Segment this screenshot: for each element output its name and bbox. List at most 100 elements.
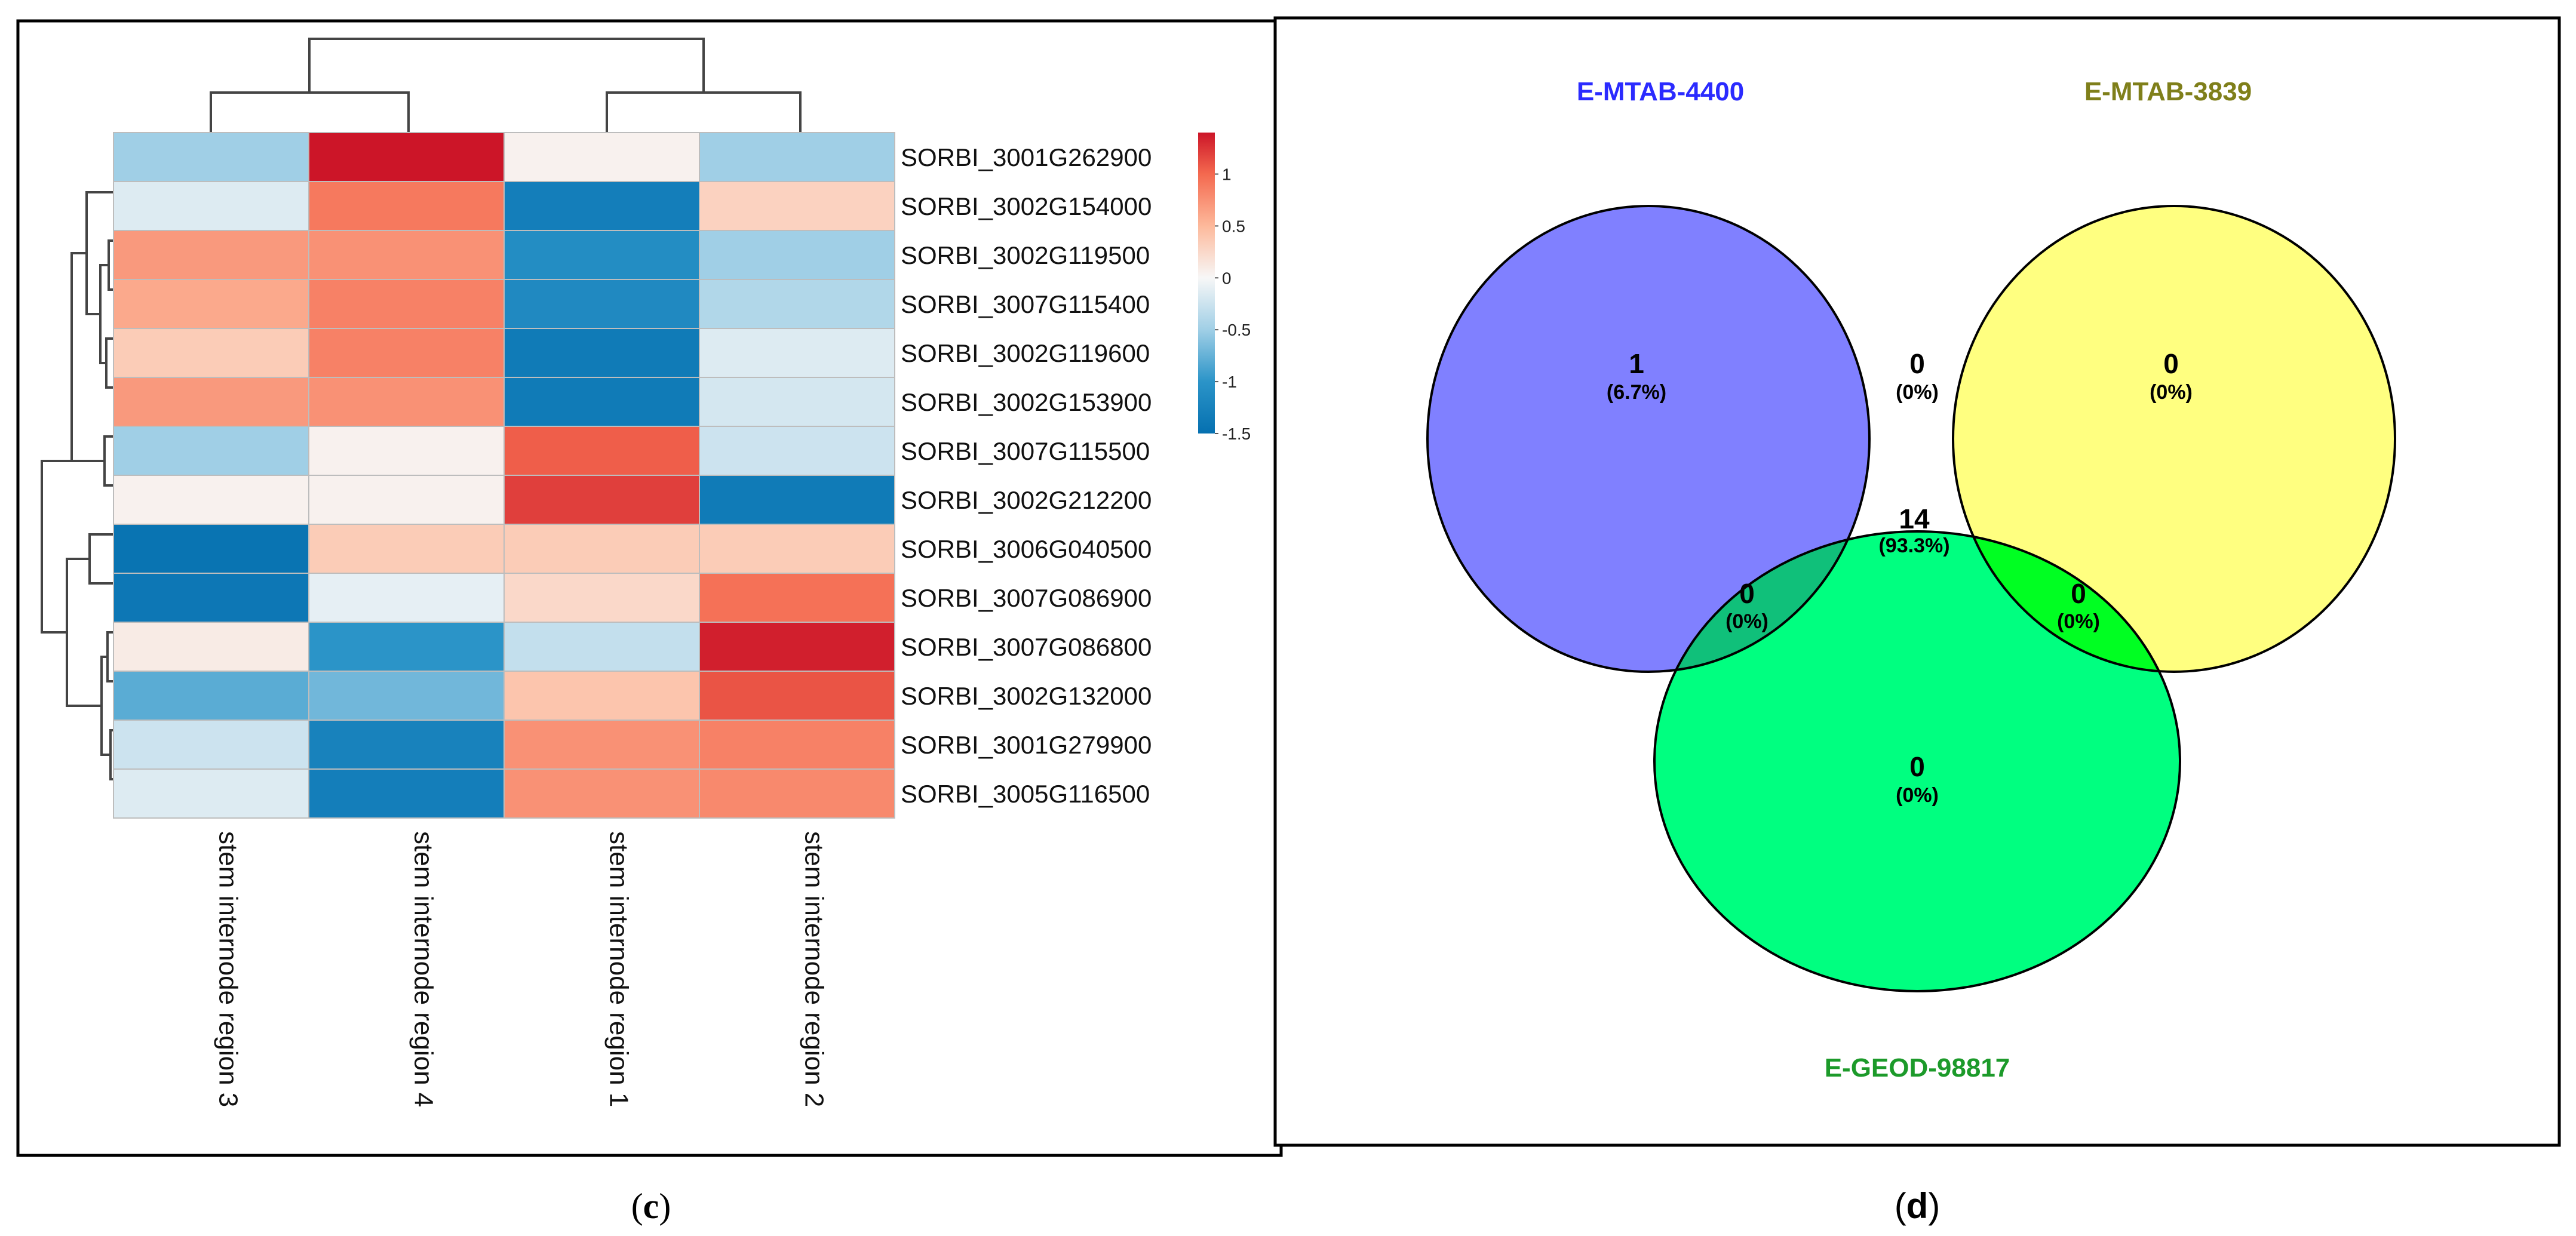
region-pct-a-b: (0%) — [1896, 381, 1939, 404]
venn-circle-e-mtab-3839 — [1953, 206, 2395, 672]
heatmap-cell — [503, 475, 700, 525]
heatmap-cell — [113, 181, 309, 231]
heatmap-row-label: SORBI_3002G154000 — [901, 192, 1152, 220]
venn-outlines — [1426, 205, 2396, 992]
heatmap-cell — [308, 181, 505, 231]
heatmap-row-label: SORBI_3002G132000 — [901, 682, 1152, 710]
heatmap-cell — [308, 622, 505, 672]
panel-c-caption: (c) — [631, 1186, 671, 1226]
column-labels: stem internode region 3 stem internode re… — [214, 831, 829, 1107]
heatmap-cell — [503, 377, 700, 427]
heatmap-cell — [113, 279, 309, 329]
column-dendrogram — [210, 38, 802, 134]
region-count-a-c: 0 — [1739, 578, 1755, 609]
legend-tick-label: 0.5 — [1222, 217, 1245, 235]
heatmap-cell — [503, 524, 700, 574]
row-dendrogram — [41, 191, 113, 780]
region-count-a-b-c: 14 — [1899, 503, 1930, 534]
heatmap-cell — [699, 671, 895, 721]
heatmap-cell — [503, 279, 700, 329]
heatmap-cell — [699, 426, 895, 476]
heatmap-cell — [503, 720, 700, 770]
heatmap-row-label: SORBI_3007G086800 — [901, 633, 1152, 661]
set-label-e-mtab-3839: E-MTAB-3839 — [2084, 77, 2252, 106]
heatmap-cell — [113, 377, 309, 427]
heatmap-column-label: stem internode region 2 — [800, 831, 829, 1107]
heatmap-row-label: SORBI_3001G262900 — [901, 143, 1152, 171]
venn-circle-e-mtab-4400 — [1427, 206, 1869, 672]
heatmap-cells — [113, 132, 895, 819]
heatmap-cell — [113, 720, 309, 770]
heatmap-row-label: SORBI_3007G086900 — [901, 584, 1152, 612]
region-pct-a-b-c: (93.3%) — [1878, 534, 1949, 557]
heatmap-cell — [308, 279, 505, 329]
legend-tick-label: -1 — [1222, 373, 1237, 391]
heatmap-cell — [308, 426, 505, 476]
heatmap-cell — [308, 573, 505, 623]
heatmap-cell — [113, 768, 309, 819]
region-count-a-b: 0 — [1909, 348, 1925, 379]
legend-tick-label: -0.5 — [1222, 321, 1251, 339]
heatmap-cell — [113, 573, 309, 623]
region-count-b-c: 0 — [2071, 578, 2086, 609]
heatmap-column-label: stem internode region 4 — [409, 831, 438, 1107]
heatmap-cell — [308, 720, 505, 770]
heatmap-panel: SORBI_3001G262900 SORBI_3002G154000 SORBI_… — [16, 19, 1283, 1226]
set-label-e-geod-98817: E-GEOD-98817 — [1825, 1053, 2010, 1083]
heatmap-row-label: SORBI_3005G116500 — [901, 780, 1150, 808]
heatmap-row-label: SORBI_3002G119600 — [901, 339, 1150, 367]
heatmap-cell — [308, 524, 505, 574]
heatmap-cell — [113, 622, 309, 672]
region-pct-only-a: (6.7%) — [1607, 381, 1666, 404]
heatmap-row-label: SORBI_3007G115500 — [901, 437, 1150, 465]
heatmap-cell — [699, 720, 895, 770]
row-labels: SORBI_3001G262900 SORBI_3002G154000 SORBI_… — [901, 143, 1152, 808]
region-pct-only-c: (0%) — [1896, 784, 1939, 807]
heatmap-cell — [699, 622, 895, 672]
legend-color-bar — [1198, 133, 1215, 433]
heatmap-cell — [699, 279, 895, 329]
heatmap-cell — [503, 181, 700, 231]
heatmap-cell — [503, 573, 700, 623]
heatmap-cell — [113, 524, 309, 574]
heatmap-cell — [113, 671, 309, 721]
region-count-only-b: 0 — [2163, 348, 2179, 379]
heatmap-cell — [503, 671, 700, 721]
legend-tick-label: 0 — [1222, 269, 1232, 287]
region-count-only-c: 0 — [1909, 751, 1925, 782]
heatmap-cell — [308, 475, 505, 525]
heatmap-cell — [113, 328, 309, 378]
heatmap-cell — [308, 377, 505, 427]
heatmap-cell — [308, 328, 505, 378]
heatmap-cell — [699, 132, 895, 182]
heatmap-cell — [699, 524, 895, 574]
heatmap-cell — [699, 181, 895, 231]
heatmap-cell — [113, 132, 309, 182]
heatmap-row-label: SORBI_3002G119500 — [901, 241, 1150, 269]
heatmap-cell — [699, 768, 895, 819]
venn-circle-e-geod-98817 — [1654, 531, 2180, 991]
panel-d-caption: (d) — [1895, 1186, 1941, 1226]
venn-panel: E-MTAB-4400 E-MTAB-3839 E-GEOD-98817 1 (… — [1273, 16, 2561, 1226]
heatmap-row-label: SORBI_3007G115400 — [901, 290, 1150, 318]
heatmap-cell — [503, 768, 700, 819]
heatmap-cell — [699, 328, 895, 378]
region-pct-b-c: (0%) — [2057, 610, 2100, 633]
heatmap-row-label: SORBI_3002G212200 — [901, 486, 1152, 514]
heatmap-row-label: SORBI_3006G040500 — [901, 535, 1152, 563]
legend-ticks: 1 0.5 0 -0.5 -1 -1.5 — [1215, 165, 1251, 443]
color-legend: 1 0.5 0 -0.5 -1 -1.5 — [1198, 133, 1251, 443]
heatmap-cell — [699, 573, 895, 623]
heatmap-cell — [503, 622, 700, 672]
set-label-e-mtab-4400: E-MTAB-4400 — [1577, 77, 1744, 106]
legend-tick-label: -1.5 — [1222, 425, 1251, 443]
heatmap-cell — [113, 230, 309, 280]
heatmap-column-label: stem internode region 3 — [214, 831, 243, 1107]
heatmap-cell — [113, 426, 309, 476]
legend-tick-label: 1 — [1222, 165, 1232, 184]
heatmap-cell — [308, 230, 505, 280]
region-pct-only-b: (0%) — [2150, 381, 2193, 404]
heatmap-row-label: SORBI_3001G279900 — [901, 731, 1152, 759]
heatmap-cell — [699, 475, 895, 525]
